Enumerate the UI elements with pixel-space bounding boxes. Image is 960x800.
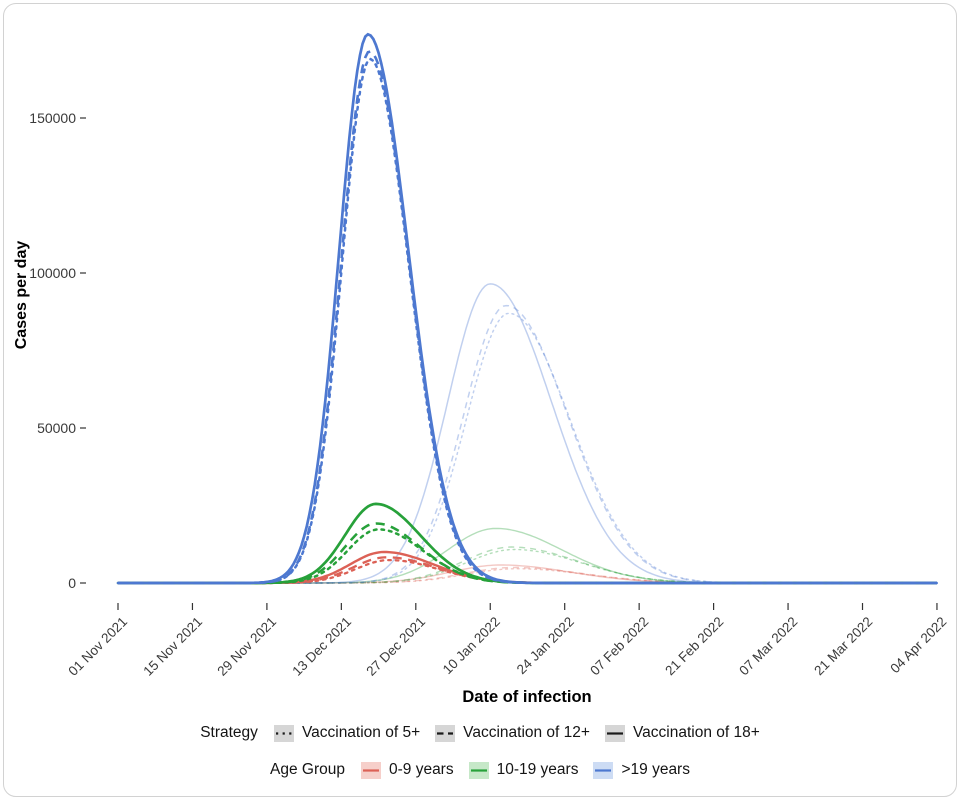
- age-legend-label: >19 years: [621, 761, 690, 778]
- legend-strategy: Strategy Vaccination of 5+ Vaccination of…: [0, 724, 960, 742]
- age-legend-item: 10-19 years: [468, 761, 579, 779]
- curve-dec-10-19-dashed: [118, 522, 937, 585]
- strategy-legend-item: Vaccination of 5+: [273, 724, 421, 742]
- curve-jan-10-19-dashed: [118, 546, 937, 584]
- strategy-legend-label: Vaccination of 18+: [632, 724, 760, 741]
- legend-key-swatch: [360, 761, 381, 779]
- strategy-legend-key-icon: [273, 724, 294, 742]
- curve-lines: [116, 32, 939, 585]
- strategy-legend-item: Vaccination of 12+: [435, 724, 590, 742]
- legend-key-swatch: [435, 724, 456, 742]
- y-tick-label: 100000: [29, 265, 76, 281]
- legend-key-swatch: [273, 724, 294, 742]
- legend-age-title: Age Group: [270, 761, 345, 778]
- strategy-legend-key-icon: [435, 724, 456, 742]
- curve-dec-over19-dotted: [116, 57, 939, 585]
- curve-dec-over19-dashed: [118, 50, 937, 585]
- age-legend-key-icon: [360, 761, 381, 779]
- age-legend-key-icon: [593, 761, 614, 779]
- axis-tick-marks: [80, 117, 938, 610]
- curve-jan-over19-dotted: [117, 312, 938, 584]
- legend-age-group: Age Group 0-9 years 10-19 years >19 years: [0, 761, 960, 779]
- strategy-legend-label: Vaccination of 5+: [301, 724, 421, 741]
- age-legend-key-icon: [468, 761, 489, 779]
- curve-dec-0-9-dashed: [118, 556, 937, 585]
- age-legend-label: 10-19 years: [496, 761, 579, 778]
- curve-dec-0-9-dotted: [116, 558, 939, 585]
- y-axis-title: Cases per day: [13, 240, 30, 350]
- age-legend-item: >19 years: [593, 761, 690, 779]
- curve-jan-10-19-solid: [118, 527, 937, 584]
- legend-key-swatch: [593, 761, 614, 779]
- legend-strategy-title: Strategy: [200, 724, 258, 741]
- curve-dec-10-19-solid: [118, 502, 937, 585]
- y-tick-label: 50000: [37, 420, 76, 436]
- curve-jan-0-9-dotted: [117, 567, 938, 584]
- curve-dec-10-19-dotted: [116, 528, 939, 585]
- legend-key-swatch: [604, 724, 625, 742]
- curve-dec-over19-solid: [118, 32, 937, 585]
- y-tick-label: 150000: [29, 110, 76, 126]
- strategy-legend-item: Vaccination of 18+: [604, 724, 760, 742]
- curve-jan-over19-dashed: [118, 304, 937, 584]
- strategy-legend-key-icon: [604, 724, 625, 742]
- curve-jan-over19-solid: [118, 283, 937, 584]
- age-legend-item: 0-9 years: [360, 761, 454, 779]
- legend-key-swatch: [468, 761, 489, 779]
- curve-jan-0-9-dashed: [118, 566, 937, 584]
- y-tick-label: 0: [68, 575, 76, 591]
- plot-card: [3, 3, 957, 797]
- age-legend-label: 0-9 years: [388, 761, 454, 778]
- x-axis-title: Date of infection: [462, 688, 592, 706]
- strategy-legend-label: Vaccination of 12+: [463, 724, 590, 741]
